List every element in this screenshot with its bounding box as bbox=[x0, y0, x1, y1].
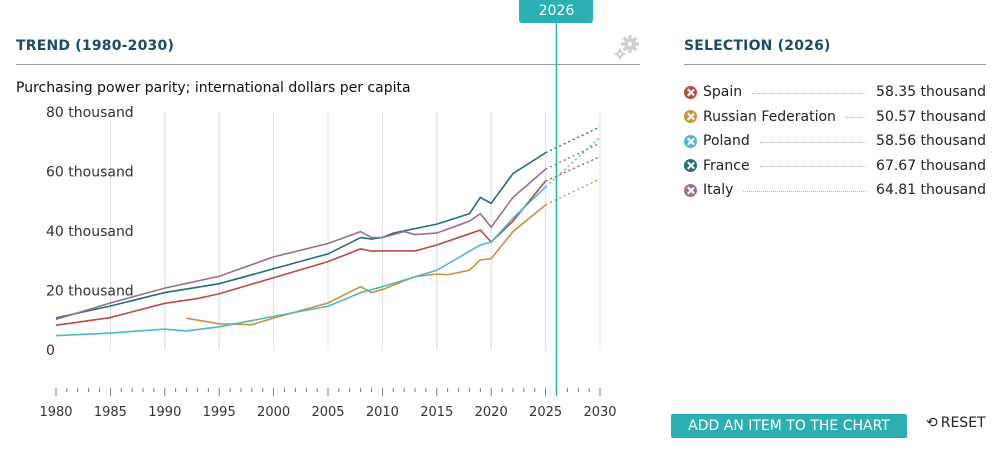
series-line-russian-federation bbox=[186, 204, 547, 326]
leader-dots bbox=[752, 92, 867, 94]
add-item-button[interactable]: ADD AN ITEM TO THE CHART bbox=[671, 414, 907, 438]
x-tick-label: 2010 bbox=[366, 405, 399, 420]
series-forecast-france bbox=[545, 126, 601, 154]
y-tick-label: 20 thousand bbox=[46, 284, 134, 300]
x-tick-label: 1995 bbox=[203, 405, 236, 420]
gear-icon[interactable] bbox=[613, 34, 641, 60]
x-tick-label: 2005 bbox=[311, 405, 344, 420]
selection-divider bbox=[684, 64, 986, 65]
series-line-poland bbox=[55, 186, 547, 337]
remove-icon[interactable] bbox=[684, 85, 697, 99]
legend-value: 50.57 thousand bbox=[876, 108, 986, 125]
remove-icon[interactable] bbox=[684, 183, 697, 197]
x-tick-label: 1990 bbox=[148, 405, 181, 420]
remove-icon[interactable] bbox=[684, 134, 697, 148]
series-forecast-poland bbox=[545, 136, 601, 188]
legend-name: Russian Federation bbox=[703, 108, 836, 125]
legend-value: 67.67 thousand bbox=[876, 157, 986, 174]
x-tick-label: 1985 bbox=[94, 405, 127, 420]
x-tick-label: 2030 bbox=[583, 405, 616, 420]
series-line-italy bbox=[55, 168, 547, 321]
series-lines bbox=[55, 126, 601, 337]
reset-label: RESET bbox=[940, 415, 986, 431]
legend-value: 58.35 thousand bbox=[876, 84, 986, 101]
leader-dots bbox=[743, 190, 867, 192]
y-axis-labels: 0 20 thousand 40 thousand 60 thousand 80 tho… bbox=[46, 105, 134, 359]
trend-title: TREND (1980-2030) bbox=[16, 38, 175, 54]
reset-button[interactable]: ⟲ RESET bbox=[926, 415, 986, 431]
legend-item-spain[interactable]: Spain 58.35 thousand bbox=[684, 80, 986, 105]
legend-item-italy[interactable]: Italy 64.81 thousand bbox=[684, 178, 986, 203]
series-forecast-spain bbox=[545, 155, 601, 182]
legend-name: France bbox=[703, 157, 750, 174]
legend-item-france[interactable]: France 67.67 thousand bbox=[684, 154, 986, 179]
grid bbox=[109, 112, 601, 350]
legend-value: 64.81 thousand bbox=[876, 182, 986, 199]
leader-dots bbox=[759, 166, 867, 168]
legend-item-poland[interactable]: Poland 58.56 thousand bbox=[684, 129, 986, 154]
legend-name: Poland bbox=[703, 133, 750, 150]
trend-divider bbox=[16, 64, 640, 65]
remove-icon[interactable] bbox=[684, 159, 697, 173]
selection-legend: Spain 58.35 thousand Russian Federation 50.… bbox=[684, 80, 986, 203]
x-tick-label: 2000 bbox=[257, 405, 290, 420]
y-tick-label: 40 thousand bbox=[46, 224, 134, 240]
leader-dots bbox=[845, 117, 867, 119]
x-tick-label: 2015 bbox=[420, 405, 453, 420]
selected-year-badge[interactable]: 2026 bbox=[519, 0, 594, 23]
series-forecast-russian-federation bbox=[545, 178, 601, 206]
legend-item-russian-federation[interactable]: Russian Federation 50.57 thousand bbox=[684, 105, 986, 130]
x-tick-label: 2025 bbox=[529, 405, 562, 420]
series-line-spain bbox=[55, 180, 547, 327]
y-tick-label: 0 bbox=[46, 343, 55, 359]
legend-value: 58.56 thousand bbox=[876, 133, 986, 150]
chart-subtitle: Purchasing power parity; international d… bbox=[16, 80, 411, 96]
x-tick-label: 1980 bbox=[39, 405, 72, 420]
remove-icon[interactable] bbox=[684, 110, 697, 124]
x-tick-label: 2020 bbox=[475, 405, 508, 420]
leader-dots bbox=[759, 141, 867, 143]
y-tick-label: 60 thousand bbox=[46, 165, 134, 181]
y-tick-label: 80 thousand bbox=[46, 105, 134, 121]
series-forecast-italy bbox=[545, 142, 601, 170]
x-axis: 1980 1985 1990 1995 2000 2005 2010 2015 2020 2025… bbox=[39, 388, 617, 420]
legend-name: Italy bbox=[703, 182, 734, 199]
reset-icon: ⟲ bbox=[926, 415, 938, 431]
legend-name: Spain bbox=[703, 84, 743, 101]
selection-title: SELECTION (2026) bbox=[684, 38, 831, 54]
